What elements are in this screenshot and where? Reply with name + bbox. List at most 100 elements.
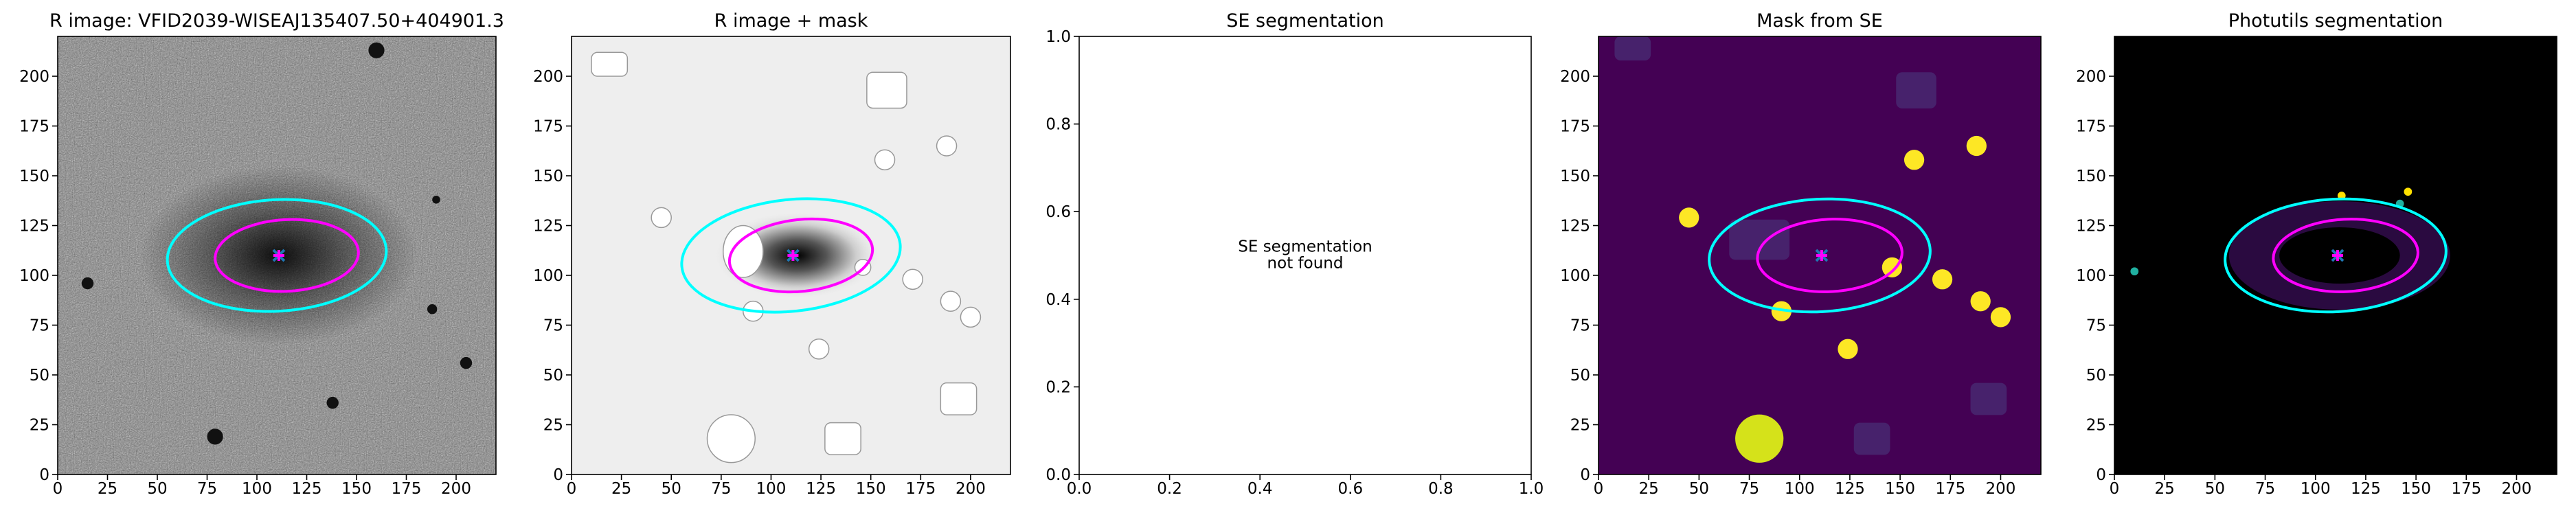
y-tick-label: 50 bbox=[1570, 367, 1590, 385]
ellipse-outer bbox=[1708, 197, 1932, 314]
mask-region bbox=[866, 71, 907, 109]
x-tick-label: 175 bbox=[905, 480, 936, 498]
mask-region bbox=[591, 52, 629, 77]
y-tick-label: 200 bbox=[1560, 68, 1590, 86]
x-tick-label: 25 bbox=[98, 480, 117, 498]
mask-region bbox=[902, 268, 923, 290]
y-tick-label: 50 bbox=[543, 367, 563, 385]
y-tick-label: 175 bbox=[2076, 118, 2106, 136]
y-tick-label: 150 bbox=[533, 168, 563, 185]
x-tick-label: 75 bbox=[2255, 480, 2275, 498]
star bbox=[207, 428, 223, 445]
x-tick-label: 150 bbox=[2401, 480, 2431, 498]
y-tick-label: 0.2 bbox=[1046, 378, 1071, 396]
x-tick-label: 50 bbox=[147, 480, 167, 498]
y-tick-label: 200 bbox=[533, 68, 563, 86]
x-tick-label: 0.4 bbox=[1247, 480, 1273, 498]
y-tick-label: 0 bbox=[1580, 466, 1590, 484]
y-tick-label: 25 bbox=[2086, 417, 2106, 435]
mask-region bbox=[824, 422, 861, 455]
mask-blob bbox=[1882, 257, 1903, 278]
center-plus bbox=[2331, 250, 2343, 261]
mask-square bbox=[1970, 382, 2007, 415]
x-tick-label: 25 bbox=[2155, 480, 2175, 498]
ellipse-outer bbox=[680, 197, 902, 314]
x-tick-label: 0.2 bbox=[1157, 480, 1182, 498]
mask-region bbox=[940, 290, 962, 312]
x-tick-label: 75 bbox=[1739, 480, 1759, 498]
x-tick-label: 75 bbox=[197, 480, 217, 498]
x-tick-label: 50 bbox=[2205, 480, 2225, 498]
star bbox=[432, 196, 440, 204]
y-tick-label: 0 bbox=[2096, 466, 2106, 484]
mask-blob bbox=[1966, 135, 1987, 157]
plot-area bbox=[572, 36, 1010, 474]
star bbox=[427, 304, 438, 314]
y-tick-label: 0.8 bbox=[1046, 116, 1071, 134]
panel-title: Photutils segmentation bbox=[2228, 10, 2443, 32]
y-tick-label: 75 bbox=[543, 317, 563, 335]
y-tick-label: 100 bbox=[2076, 267, 2106, 285]
x-tick-label: 1.0 bbox=[1519, 480, 1544, 498]
mask-blob bbox=[1679, 207, 1699, 228]
panel-title: R image: VFID2039-WISEAJ135407.50+404901… bbox=[49, 10, 504, 32]
x-tick-label: 0 bbox=[567, 480, 577, 498]
ellipse-inner bbox=[727, 217, 874, 294]
star bbox=[460, 356, 473, 369]
x-tick-label: 100 bbox=[242, 480, 272, 498]
x-tick-label: 0 bbox=[1594, 480, 1604, 498]
x-tick-label: 175 bbox=[1935, 480, 1965, 498]
y-tick-label: 25 bbox=[543, 417, 563, 435]
center-plus bbox=[1816, 250, 1827, 261]
y-tick-label: 75 bbox=[2086, 317, 2106, 335]
panel: R image + mask 0 25 50 75 100 125 150 175 200 0 25 5… bbox=[533, 10, 1011, 498]
x-tick-label: 200 bbox=[956, 480, 986, 498]
plot-area bbox=[58, 36, 496, 474]
x-tick-label: 100 bbox=[2301, 480, 2331, 498]
axes-frame bbox=[1078, 36, 1532, 475]
panel-title: SE segmentation bbox=[1226, 10, 1383, 32]
y-tick-label: 150 bbox=[1560, 168, 1590, 185]
y-tick-label: 200 bbox=[19, 68, 49, 86]
ellipse-inner bbox=[2272, 218, 2419, 293]
mask-blob bbox=[1771, 301, 1792, 321]
y-tick-label: 75 bbox=[1570, 317, 1590, 335]
x-tick-label: 25 bbox=[1639, 480, 1659, 498]
segment-blob bbox=[2404, 187, 2413, 196]
x-tick-label: 150 bbox=[856, 480, 886, 498]
star bbox=[326, 396, 339, 409]
y-tick-label: 100 bbox=[533, 267, 563, 285]
annotation: not found bbox=[1267, 255, 1344, 273]
x-tick-label: 50 bbox=[662, 480, 681, 498]
mask-region bbox=[651, 207, 672, 229]
segment-blob bbox=[2130, 267, 2139, 276]
y-tick-label: 175 bbox=[1560, 118, 1590, 136]
x-tick-label: 0 bbox=[2110, 480, 2120, 498]
x-tick-label: 0 bbox=[53, 480, 63, 498]
x-tick-label: 150 bbox=[1885, 480, 1915, 498]
x-tick-label: 0.8 bbox=[1428, 480, 1454, 498]
mask-blob bbox=[1735, 414, 1784, 463]
ellipse-outer bbox=[166, 198, 388, 313]
ellipse-inner bbox=[214, 218, 360, 293]
mask-blob bbox=[1903, 150, 1925, 170]
y-tick-label: 100 bbox=[1560, 267, 1590, 285]
mask-blob bbox=[1838, 339, 1858, 359]
panel: Mask from SE 0 25 50 75 100 125 150 175 200 0 25 50 7… bbox=[1560, 10, 2042, 498]
mask-region bbox=[706, 414, 756, 464]
y-tick-label: 0.0 bbox=[1046, 466, 1071, 484]
y-tick-label: 125 bbox=[19, 218, 49, 236]
panel: Photutils segmentation 0 25 50 75 100 125 150 17… bbox=[2076, 10, 2557, 498]
y-tick-label: 0.6 bbox=[1046, 203, 1071, 221]
y-tick-label: 100 bbox=[19, 267, 49, 285]
panel-title: Mask from SE bbox=[1756, 10, 1883, 32]
y-tick-label: 200 bbox=[2076, 68, 2106, 86]
y-tick-label: 1.0 bbox=[1046, 28, 1071, 46]
y-tick-label: 25 bbox=[30, 417, 49, 435]
axes-frame bbox=[57, 36, 497, 475]
y-tick-label: 50 bbox=[2086, 367, 2106, 385]
y-tick-label: 150 bbox=[19, 168, 49, 185]
mask-region bbox=[722, 225, 764, 278]
x-tick-label: 50 bbox=[1689, 480, 1709, 498]
